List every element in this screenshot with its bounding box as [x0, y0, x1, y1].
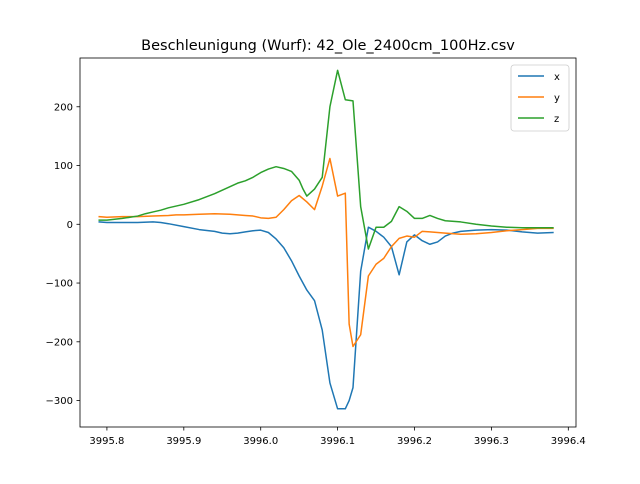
y-tick-label: −100: [46, 279, 73, 290]
x-tick-label: 3996.1: [320, 436, 355, 447]
y-axis: −300 −200 −100 0 100 200: [46, 102, 80, 407]
y-tick-label: 100: [54, 161, 73, 172]
axes-frame: [79, 57, 577, 428]
series-line-x: [98, 221, 554, 410]
legend: xyz: [510, 64, 570, 132]
legend-label-y: y: [554, 93, 560, 104]
x-tick-label: 3996.2: [397, 436, 432, 447]
series-line-y: [98, 157, 554, 348]
y-tick-label: −300: [46, 396, 73, 407]
chart-title: Beschleunigung (Wurf): 42_Ole_2400cm_100…: [141, 38, 515, 54]
y-tick-label: −200: [46, 337, 73, 348]
y-tick-label: 200: [54, 102, 73, 113]
legend-box: [510, 64, 570, 132]
x-axis: 3995.8 3995.9 3996.0 3996.1 3996.2 3996.3 3996…: [89, 427, 586, 447]
x-tick-label: 3996.4: [551, 436, 586, 447]
x-tick-label: 3996.0: [243, 436, 278, 447]
x-tick-label: 3996.3: [474, 436, 509, 447]
x-tick-label: 3995.9: [166, 436, 201, 447]
y-tick-label: 0: [67, 220, 73, 231]
plot-area: [79, 57, 577, 428]
legend-label-x: x: [554, 72, 560, 83]
series-line-z: [98, 69, 554, 250]
x-tick-label: 3995.8: [89, 436, 124, 447]
legend-label-z: z: [554, 114, 559, 125]
